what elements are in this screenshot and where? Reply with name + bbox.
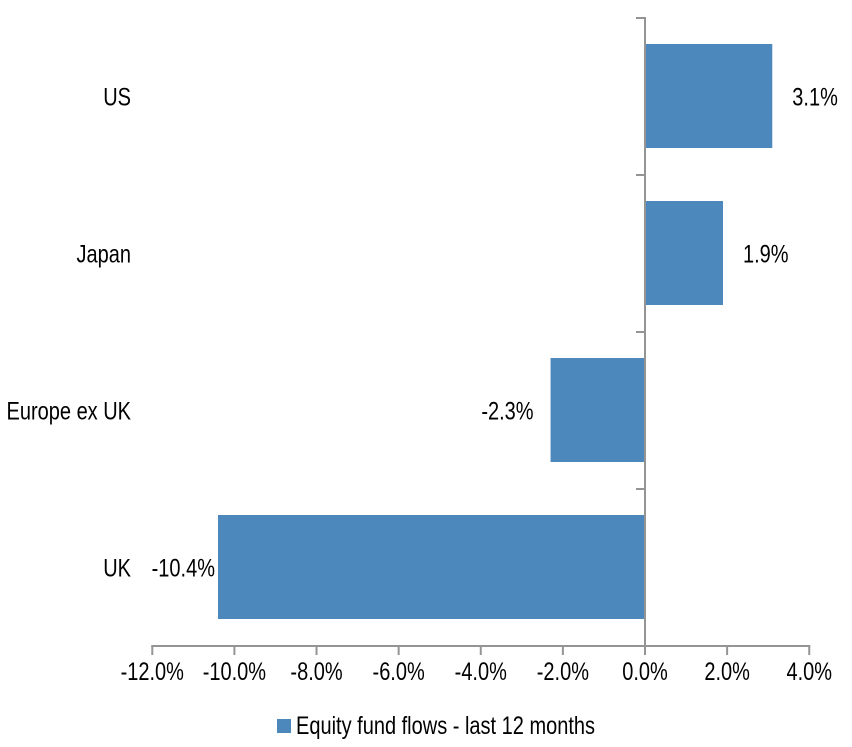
bar [645, 201, 724, 305]
x-tick-label: 0.0% [622, 658, 668, 686]
bar-value-label: 1.9% [743, 240, 789, 268]
x-tick-label: 4.0% [786, 658, 832, 686]
x-tick-label: -6.0% [373, 658, 425, 686]
x-tick-label: -10.0% [203, 658, 266, 686]
x-tick-label: 2.0% [704, 658, 750, 686]
bar-value-label: -10.4% [152, 554, 215, 582]
category-label: UK [103, 554, 131, 582]
x-tick-label: -4.0% [455, 658, 507, 686]
x-tick-label: -12.0% [121, 658, 184, 686]
legend-label: Equity fund flows - last 12 months [296, 712, 596, 740]
bar-value-label: -2.3% [481, 397, 533, 425]
category-label: Japan [77, 240, 131, 268]
bar-value-label: 3.1% [792, 83, 838, 111]
category-label: Europe ex UK [7, 397, 131, 425]
x-tick-label: -8.0% [290, 658, 342, 686]
bar [550, 358, 645, 462]
bar [217, 515, 645, 619]
category-label: US [103, 83, 131, 111]
bar [645, 44, 773, 148]
x-tick-label: -2.0% [537, 658, 589, 686]
chart-legend: Equity fund flows - last 12 months [277, 712, 670, 740]
legend-color-swatch-icon [277, 719, 291, 733]
